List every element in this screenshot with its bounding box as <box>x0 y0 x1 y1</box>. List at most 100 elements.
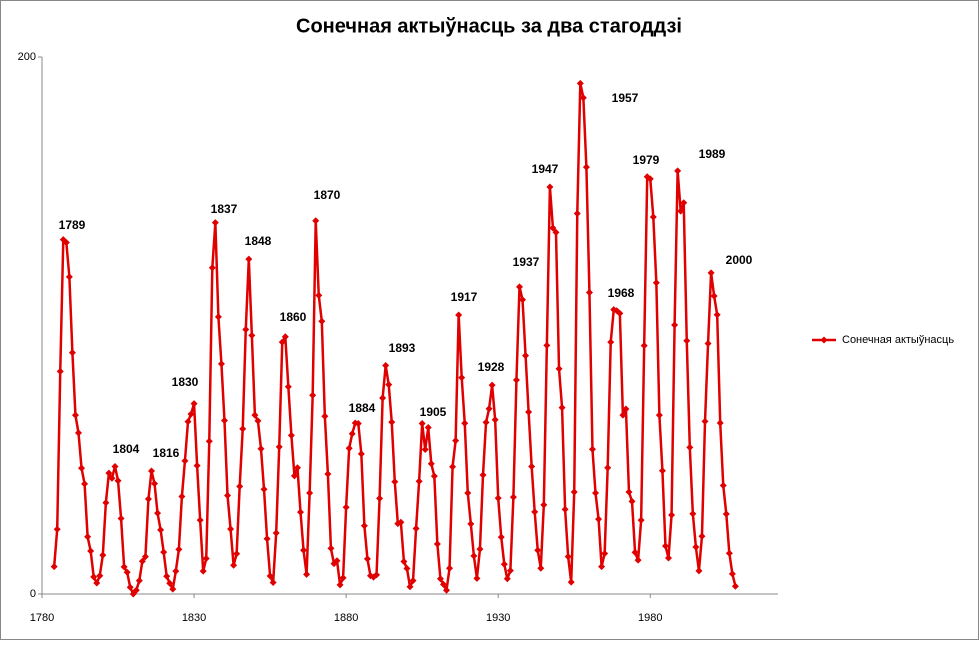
data-point <box>515 283 523 291</box>
data-point <box>184 418 192 426</box>
data-point <box>725 549 733 557</box>
data-point <box>141 553 149 561</box>
data-point <box>476 545 484 553</box>
data-point <box>105 469 113 477</box>
data-point <box>345 444 353 452</box>
data-point <box>144 495 152 503</box>
x-tick-label: 1930 <box>486 612 510 624</box>
data-point <box>266 572 274 580</box>
data-point <box>631 548 639 556</box>
x-tick-label: 1880 <box>334 612 358 624</box>
data-point <box>598 563 606 571</box>
annotation: 1937 <box>513 255 540 269</box>
data-point <box>102 499 110 507</box>
data-point <box>658 467 666 475</box>
data-point <box>214 313 222 321</box>
data-point <box>637 516 645 524</box>
data-point <box>339 574 347 582</box>
data-point <box>233 550 241 558</box>
data-point <box>169 585 177 593</box>
annotation: 1917 <box>451 290 478 304</box>
data-point <box>661 542 669 550</box>
data-point <box>190 400 198 408</box>
data-point <box>686 443 694 451</box>
data-point <box>196 516 204 524</box>
data-point <box>491 416 499 424</box>
data-point <box>376 494 384 502</box>
data-point <box>728 570 736 578</box>
data-point <box>604 464 612 472</box>
data-point <box>546 183 554 191</box>
data-point <box>84 533 92 541</box>
data-point <box>303 570 311 578</box>
data-point <box>446 564 454 572</box>
annotation: 1979 <box>633 153 660 167</box>
data-point <box>388 418 396 426</box>
data-point <box>439 580 447 588</box>
data-point <box>151 480 159 488</box>
data-point <box>154 509 162 517</box>
data-point <box>671 321 679 329</box>
annotation: 1870 <box>314 188 341 202</box>
data-point <box>509 493 517 501</box>
data-point <box>497 533 505 541</box>
data-point <box>363 555 371 563</box>
data-point <box>166 579 174 587</box>
data-point <box>90 573 98 581</box>
data-point <box>619 411 627 419</box>
data-point <box>601 549 609 557</box>
data-point <box>567 578 575 586</box>
data-point <box>251 411 259 419</box>
data-point <box>71 411 79 419</box>
annotation: 1816 <box>153 446 180 460</box>
annotation: 1968 <box>608 286 635 300</box>
data-point <box>96 572 104 580</box>
data-point <box>357 450 365 458</box>
data-point <box>157 526 165 534</box>
data-point <box>202 555 210 563</box>
x-tick-label: 1830 <box>182 612 206 624</box>
annotation: 1789 <box>59 218 86 232</box>
data-point <box>327 544 335 552</box>
data-point <box>50 563 58 571</box>
data-point <box>592 489 600 497</box>
data-point <box>640 342 648 350</box>
data-point <box>123 568 131 576</box>
annotation: 1989 <box>699 147 726 161</box>
data-point <box>616 309 624 317</box>
data-point <box>689 510 697 518</box>
data-point <box>81 480 89 488</box>
data-point <box>272 529 280 537</box>
legend-label: Сонечная актыўнасць <box>842 334 954 346</box>
data-point <box>716 419 724 427</box>
data-point <box>537 564 545 572</box>
data-point <box>564 553 572 561</box>
data-point <box>695 567 703 575</box>
data-point <box>421 446 429 454</box>
data-point <box>522 352 530 360</box>
data-point <box>482 418 490 426</box>
data-point <box>473 574 481 582</box>
data-point <box>683 337 691 345</box>
data-point <box>418 420 426 428</box>
data-point <box>442 586 450 594</box>
data-point <box>99 551 107 559</box>
data-point <box>552 228 560 236</box>
annotation: 1837 <box>211 202 238 216</box>
data-point <box>485 405 493 413</box>
data-point <box>62 239 70 247</box>
data-point <box>309 391 317 399</box>
data-point <box>193 462 201 470</box>
data-point <box>242 326 250 334</box>
data-point <box>318 317 326 325</box>
annotation: 1860 <box>280 310 307 324</box>
data-point <box>257 445 265 453</box>
data-point <box>649 213 657 221</box>
data-point <box>680 199 688 207</box>
data-point <box>236 482 244 490</box>
data-point <box>406 583 414 591</box>
data-point <box>585 288 593 296</box>
data-point <box>132 586 140 594</box>
data-point <box>430 472 438 480</box>
data-point <box>449 463 457 471</box>
